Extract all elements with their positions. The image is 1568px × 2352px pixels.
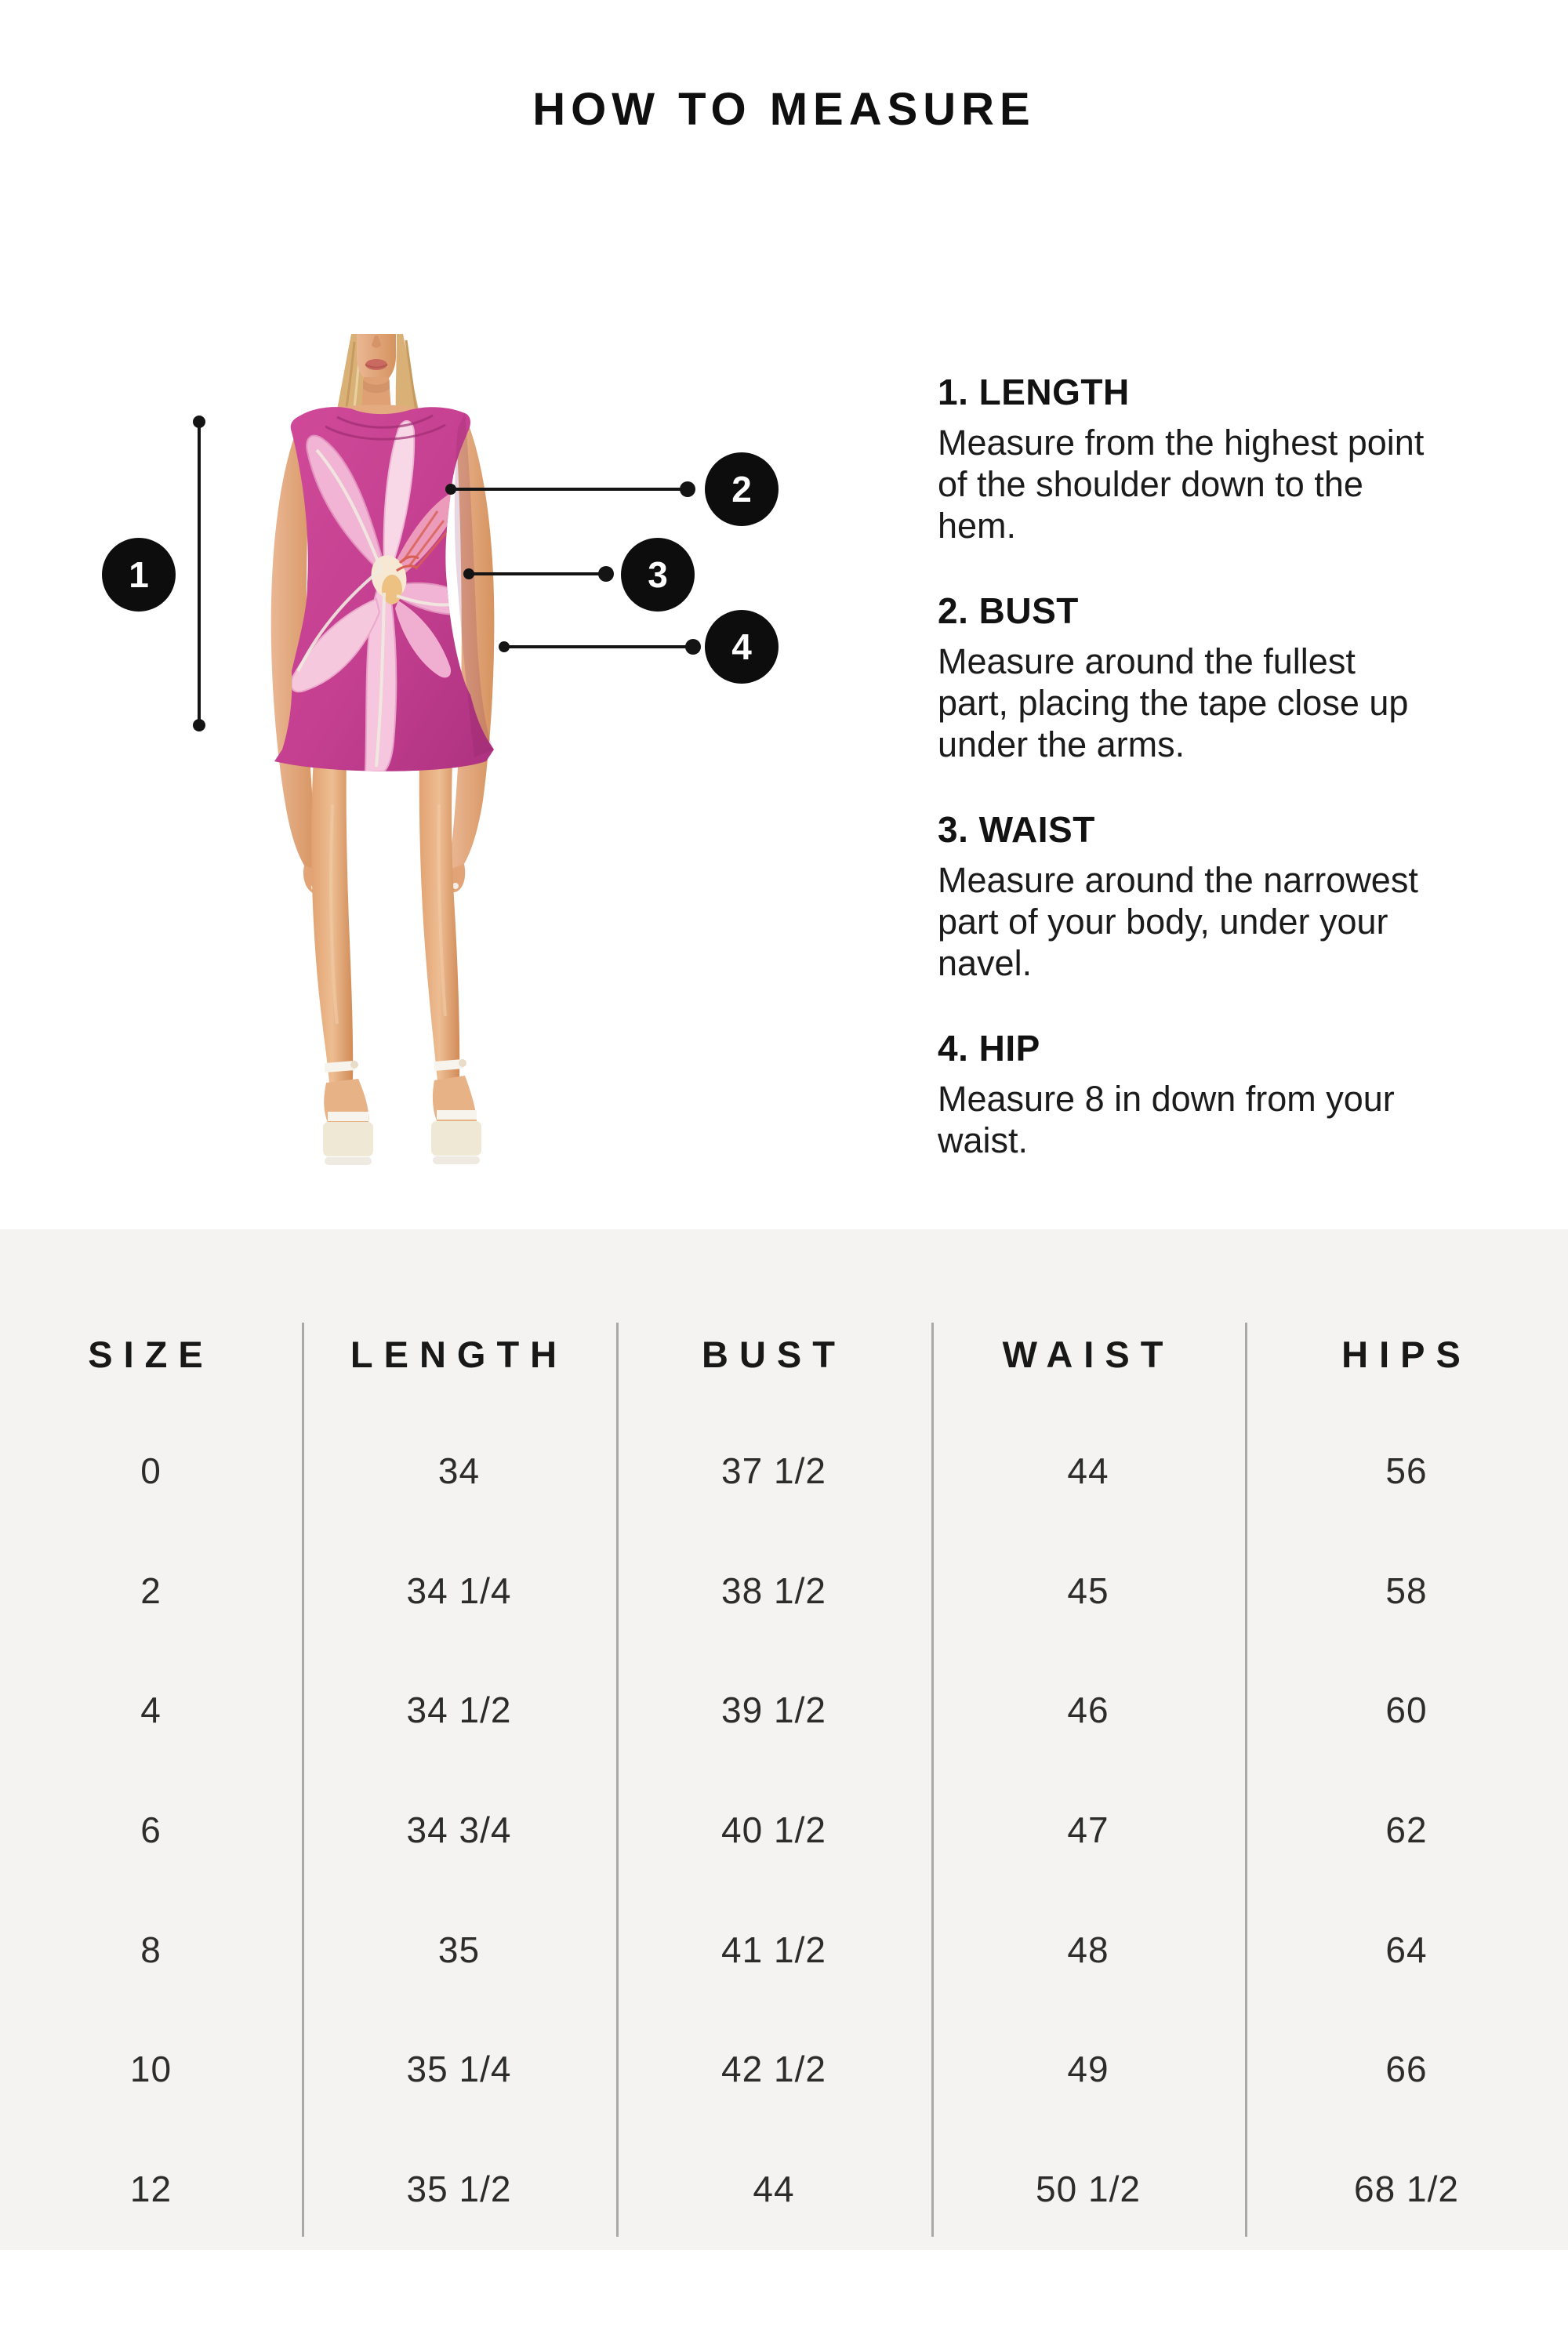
table-cell: 34 1/4 — [406, 1570, 512, 1611]
table-cell: 34 3/4 — [406, 1809, 512, 1851]
table-cell: 47 — [1067, 1809, 1109, 1851]
table-row: 10 35 1/4 42 1/2 49 66 — [0, 2009, 1568, 2129]
callout-badge-hip: 4 — [705, 610, 779, 684]
instruction-length: 1. LENGTH Measure from the highest point… — [938, 370, 1430, 546]
instruction-waist: 3. WAIST Measure around the narrowest pa… — [938, 808, 1430, 984]
instruction-body: Measure from the highest point of the sh… — [938, 423, 1425, 546]
callout-badge-waist: 3 — [621, 538, 695, 612]
table-row: 8 35 41 1/2 48 64 — [0, 1889, 1568, 2009]
table-cell: 4 — [140, 1690, 162, 1731]
table-header-row: SIZE LENGTH BUST WAIST HIPS — [0, 1308, 1568, 1402]
table-cell: 37 1/2 — [721, 1450, 826, 1492]
callout-badge-length: 1 — [102, 538, 176, 612]
dress — [274, 407, 494, 771]
table-row: 12 35 1/2 44 50 1/2 68 1/2 — [0, 2129, 1568, 2249]
table-cell: 62 — [1385, 1809, 1428, 1851]
page-title: HOW TO MEASURE — [532, 84, 1036, 135]
table-cell: 44 — [753, 2168, 795, 2209]
header-bust: BUST — [702, 1334, 846, 1375]
instruction-heading: 1. LENGTH — [938, 372, 1130, 412]
callout-number: 4 — [731, 626, 752, 667]
table-row: 2 34 1/4 38 1/2 45 58 — [0, 1531, 1568, 1651]
instruction-heading: 3. WAIST — [938, 809, 1095, 850]
instruction-body: Measure 8 in down from your waist. — [938, 1079, 1395, 1160]
model-photo — [235, 334, 619, 1165]
table-cell: 49 — [1067, 2049, 1109, 2090]
header-length: LENGTH — [350, 1334, 568, 1375]
instruction-hip: 4. HIP Measure 8 in down from your waist… — [938, 1026, 1430, 1161]
table-cell: 39 1/2 — [721, 1690, 826, 1731]
table-row: 6 34 3/4 40 1/2 47 62 — [0, 1770, 1568, 1890]
sandals — [323, 1059, 481, 1165]
instruction-heading: 4. HIP — [938, 1028, 1040, 1069]
face — [357, 334, 396, 386]
callout-number: 1 — [129, 554, 149, 595]
column-divider — [616, 1323, 619, 2237]
model-illustration — [270, 334, 495, 1165]
table-cell: 66 — [1385, 2049, 1428, 2090]
table-cell: 46 — [1067, 1690, 1109, 1731]
callout-number: 2 — [731, 469, 752, 510]
column-divider — [1245, 1323, 1247, 2237]
table-cell: 64 — [1385, 1929, 1428, 1970]
table-cell: 34 1/2 — [406, 1690, 512, 1731]
size-table: SIZE LENGTH BUST WAIST HIPS 0 34 37 1/2 … — [0, 1229, 1568, 2250]
table-cell: 56 — [1385, 1450, 1428, 1492]
header-size: SIZE — [88, 1334, 214, 1375]
measure-instructions: 1. LENGTH Measure from the highest point… — [938, 370, 1430, 1203]
table-body: 0 34 37 1/2 44 56 2 34 1/4 38 1/2 45 58 … — [0, 1411, 1568, 2249]
header-waist: WAIST — [1002, 1334, 1174, 1375]
header-hips: HIPS — [1341, 1334, 1472, 1375]
table-cell: 48 — [1067, 1929, 1109, 1970]
table-cell: 6 — [140, 1809, 162, 1851]
table-cell: 45 — [1067, 1570, 1109, 1611]
callout-lines — [193, 416, 701, 731]
flower-print — [289, 420, 476, 771]
table-cell: 35 1/2 — [406, 2168, 512, 2209]
table-cell: 0 — [140, 1450, 162, 1492]
table-row: 0 34 37 1/2 44 56 — [0, 1411, 1568, 1531]
instruction-heading: 2. BUST — [938, 590, 1079, 631]
table-cell: 34 — [437, 1450, 481, 1492]
column-divider — [302, 1323, 304, 2237]
legs — [311, 757, 460, 1083]
table-cell: 35 1/4 — [406, 2049, 512, 2090]
table-cell: 50 1/2 — [1036, 2168, 1141, 2209]
table-cell: 40 1/2 — [721, 1809, 826, 1851]
table-cell: 44 — [1067, 1450, 1109, 1492]
table-cell: 38 1/2 — [721, 1570, 826, 1611]
table-cell: 60 — [1385, 1690, 1428, 1731]
column-divider — [931, 1323, 934, 2237]
table-cell: 8 — [140, 1929, 162, 1970]
table-cell: 2 — [140, 1570, 162, 1611]
table-cell: 58 — [1385, 1570, 1428, 1611]
instruction-body: Measure around the fullest part, placing… — [938, 641, 1409, 764]
instruction-body: Measure around the narrowest part of you… — [938, 860, 1418, 983]
table-cell: 12 — [129, 2168, 172, 2209]
table-cell: 10 — [129, 2049, 172, 2090]
table-cell: 41 1/2 — [721, 1929, 826, 1970]
callout-badge-bust: 2 — [705, 452, 779, 526]
instruction-bust: 2. BUST Measure around the fullest part,… — [938, 589, 1430, 765]
table-cell: 68 1/2 — [1354, 2168, 1459, 2209]
table-cell: 42 1/2 — [721, 2049, 826, 2090]
table-row: 4 34 1/2 39 1/2 46 60 — [0, 1650, 1568, 1770]
table-cell: 35 — [437, 1929, 481, 1970]
callout-number: 3 — [648, 554, 668, 595]
